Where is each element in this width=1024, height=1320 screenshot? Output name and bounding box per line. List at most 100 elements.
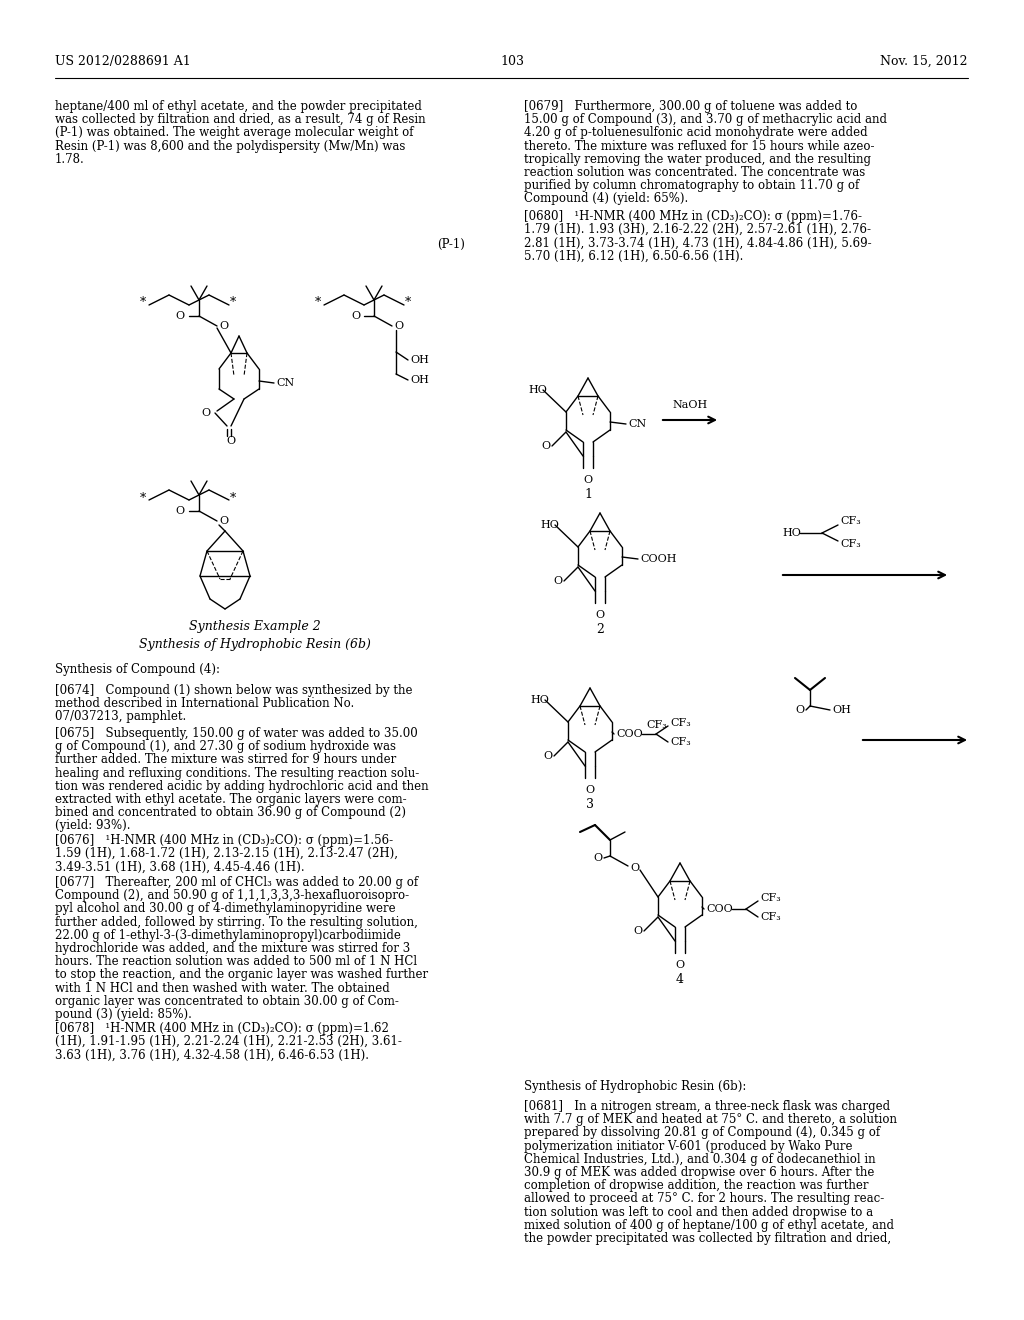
Text: CN: CN [628, 418, 646, 429]
Text: 1.78.: 1.78. [55, 153, 85, 166]
Text: OH: OH [410, 375, 429, 385]
Text: thereto. The mixture was refluxed for 15 hours while azeo-: thereto. The mixture was refluxed for 15… [524, 140, 874, 153]
Text: [0678]   ¹H-NMR (400 MHz in (CD₃)₂CO): σ (ppm)=1.62: [0678] ¹H-NMR (400 MHz in (CD₃)₂CO): σ (… [55, 1022, 389, 1035]
Text: 1: 1 [584, 488, 592, 502]
Text: O: O [595, 610, 604, 620]
Text: O: O [633, 927, 642, 936]
Text: 07/037213, pamphlet.: 07/037213, pamphlet. [55, 710, 186, 723]
Text: organic layer was concentrated to obtain 30.00 g of Com-: organic layer was concentrated to obtain… [55, 995, 399, 1007]
Text: (yield: 93%).: (yield: 93%). [55, 820, 130, 833]
Text: *: * [140, 297, 146, 309]
Text: CF₃: CF₃ [646, 719, 667, 730]
Text: O: O [219, 516, 228, 525]
Text: (1H), 1.91-1.95 (1H), 2.21-2.24 (1H), 2.21-2.53 (2H), 3.61-: (1H), 1.91-1.95 (1H), 2.21-2.24 (1H), 2.… [55, 1035, 401, 1048]
Text: 3.63 (1H), 3.76 (1H), 4.32-4.58 (1H), 6.46-6.53 (1H).: 3.63 (1H), 3.76 (1H), 4.32-4.58 (1H), 6.… [55, 1048, 369, 1061]
Text: CF₃: CF₃ [840, 539, 861, 549]
Text: COO: COO [616, 729, 643, 739]
Text: O: O [202, 408, 211, 418]
Text: US 2012/0288691 A1: US 2012/0288691 A1 [55, 55, 190, 69]
Text: purified by column chromatography to obtain 11.70 g of: purified by column chromatography to obt… [524, 180, 859, 193]
Text: the powder precipitated was collected by filtration and dried,: the powder precipitated was collected by… [524, 1232, 891, 1245]
Text: O: O [226, 436, 236, 446]
Text: Resin (P-1) was 8,600 and the polydispersity (Mw/Mn) was: Resin (P-1) was 8,600 and the polydisper… [55, 140, 406, 153]
Text: [0677]   Thereafter, 200 ml of CHCl₃ was added to 20.00 g of: [0677] Thereafter, 200 ml of CHCl₃ was a… [55, 876, 418, 888]
Text: 1.59 (1H), 1.68-1.72 (1H), 2.13-2.15 (1H), 2.13-2.47 (2H),: 1.59 (1H), 1.68-1.72 (1H), 2.13-2.15 (1H… [55, 847, 398, 861]
Text: [0679]   Furthermore, 300.00 g of toluene was added to: [0679] Furthermore, 300.00 g of toluene … [524, 100, 857, 114]
Text: tion was rendered acidic by adding hydrochloric acid and then: tion was rendered acidic by adding hydro… [55, 780, 429, 793]
Text: COO: COO [706, 904, 733, 913]
Text: polymerization initiator V-601 (produced by Wako Pure: polymerization initiator V-601 (produced… [524, 1139, 853, 1152]
Text: 2: 2 [596, 623, 604, 636]
Text: Synthesis of Hydrophobic Resin (6b):: Synthesis of Hydrophobic Resin (6b): [524, 1080, 746, 1093]
Text: HO: HO [528, 385, 547, 395]
Text: tropically removing the water produced, and the resulting: tropically removing the water produced, … [524, 153, 871, 166]
Text: extracted with ethyl acetate. The organic layers were com-: extracted with ethyl acetate. The organi… [55, 793, 407, 807]
Text: Nov. 15, 2012: Nov. 15, 2012 [881, 55, 968, 69]
Text: COOH: COOH [640, 554, 677, 564]
Text: *: * [140, 491, 146, 504]
Text: O: O [795, 705, 804, 715]
Text: O: O [543, 751, 552, 762]
Text: with 1 N HCl and then washed with water. The obtained: with 1 N HCl and then washed with water.… [55, 982, 390, 994]
Text: [0675]   Subsequently, 150.00 g of water was added to 35.00: [0675] Subsequently, 150.00 g of water w… [55, 727, 418, 741]
Text: heptane/400 ml of ethyl acetate, and the powder precipitated: heptane/400 ml of ethyl acetate, and the… [55, 100, 422, 114]
Text: further added, followed by stirring. To the resulting solution,: further added, followed by stirring. To … [55, 916, 418, 928]
Text: pyl alcohol and 30.00 g of 4-dimethylaminopyridine were: pyl alcohol and 30.00 g of 4-dimethylami… [55, 903, 395, 915]
Text: OH: OH [410, 355, 429, 366]
Text: 3.49-3.51 (1H), 3.68 (1H), 4.45-4.46 (1H).: 3.49-3.51 (1H), 3.68 (1H), 4.45-4.46 (1H… [55, 861, 304, 874]
Text: Compound (4) (yield: 65%).: Compound (4) (yield: 65%). [524, 193, 688, 206]
Text: O: O [584, 475, 593, 484]
Text: reaction solution was concentrated. The concentrate was: reaction solution was concentrated. The … [524, 166, 865, 180]
Text: *: * [314, 297, 322, 309]
Text: NaOH: NaOH [673, 400, 708, 411]
Text: prepared by dissolving 20.81 g of Compound (4), 0.345 g of: prepared by dissolving 20.81 g of Compou… [524, 1126, 880, 1139]
Text: Chemical Industries, Ltd.), and 0.304 g of dodecanethiol in: Chemical Industries, Ltd.), and 0.304 g … [524, 1152, 876, 1166]
Text: *: * [229, 297, 237, 309]
Text: method described in International Publication No.: method described in International Public… [55, 697, 354, 710]
Text: HO: HO [530, 696, 549, 705]
Text: bined and concentrated to obtain 36.90 g of Compound (2): bined and concentrated to obtain 36.90 g… [55, 807, 406, 820]
Text: was collected by filtration and dried, as a result, 74 g of Resin: was collected by filtration and dried, a… [55, 114, 426, 127]
Text: Synthesis of Compound (4):: Synthesis of Compound (4): [55, 663, 220, 676]
Text: to stop the reaction, and the organic layer was washed further: to stop the reaction, and the organic la… [55, 969, 428, 981]
Text: OH: OH [831, 705, 851, 715]
Text: 4.20 g of p-toluenesulfonic acid monohydrate were added: 4.20 g of p-toluenesulfonic acid monohyd… [524, 127, 867, 140]
Text: *: * [229, 491, 237, 504]
Text: CF₃: CF₃ [670, 737, 691, 747]
Text: allowed to proceed at 75° C. for 2 hours. The resulting reac-: allowed to proceed at 75° C. for 2 hours… [524, 1192, 885, 1205]
Text: [0674]   Compound (1) shown below was synthesized by the: [0674] Compound (1) shown below was synt… [55, 684, 413, 697]
Text: hydrochloride was added, and the mixture was stirred for 3: hydrochloride was added, and the mixture… [55, 942, 411, 954]
Text: further added. The mixture was stirred for 9 hours under: further added. The mixture was stirred f… [55, 754, 396, 767]
Text: Synthesis Example 2: Synthesis Example 2 [189, 620, 321, 634]
Text: O: O [553, 576, 562, 586]
Text: [0681]   In a nitrogen stream, a three-neck flask was charged: [0681] In a nitrogen stream, a three-nec… [524, 1100, 890, 1113]
Text: 4: 4 [676, 973, 684, 986]
Text: 15.00 g of Compound (3), and 3.70 g of methacrylic acid and: 15.00 g of Compound (3), and 3.70 g of m… [524, 114, 887, 127]
Text: (P-1) was obtained. The weight average molecular weight of: (P-1) was obtained. The weight average m… [55, 127, 414, 140]
Text: O: O [541, 441, 550, 451]
Text: O: O [176, 506, 185, 516]
Text: CF₃: CF₃ [760, 912, 780, 921]
Text: mixed solution of 400 g of heptane/100 g of ethyl acetate, and: mixed solution of 400 g of heptane/100 g… [524, 1218, 894, 1232]
Text: pound (3) (yield: 85%).: pound (3) (yield: 85%). [55, 1008, 191, 1020]
Text: O: O [219, 321, 228, 331]
Text: 5.70 (1H), 6.12 (1H), 6.50-6.56 (1H).: 5.70 (1H), 6.12 (1H), 6.50-6.56 (1H). [524, 249, 743, 263]
Text: (P-1): (P-1) [437, 238, 465, 251]
Text: O: O [586, 785, 595, 795]
Text: HO: HO [540, 520, 559, 531]
Text: [0676]   ¹H-NMR (400 MHz in (CD₃)₂CO): σ (ppm)=1.56-: [0676] ¹H-NMR (400 MHz in (CD₃)₂CO): σ (… [55, 834, 393, 847]
Text: g of Compound (1), and 27.30 g of sodium hydroxide was: g of Compound (1), and 27.30 g of sodium… [55, 741, 396, 754]
Text: completion of dropwise addition, the reaction was further: completion of dropwise addition, the rea… [524, 1179, 868, 1192]
Text: hours. The reaction solution was added to 500 ml of 1 N HCl: hours. The reaction solution was added t… [55, 956, 417, 968]
Text: *: * [404, 297, 411, 309]
Text: 2.81 (1H), 3.73-3.74 (1H), 4.73 (1H), 4.84-4.86 (1H), 5.69-: 2.81 (1H), 3.73-3.74 (1H), 4.73 (1H), 4.… [524, 236, 871, 249]
Text: O: O [176, 312, 185, 321]
Text: Synthesis of Hydrophobic Resin (6b): Synthesis of Hydrophobic Resin (6b) [139, 638, 371, 651]
Text: O: O [394, 321, 403, 331]
Text: 3: 3 [586, 799, 594, 810]
Text: CF₃: CF₃ [670, 718, 691, 729]
Text: O: O [676, 960, 685, 970]
Text: CF₃: CF₃ [840, 516, 861, 525]
Text: with 7.7 g of MEK and heated at 75° C. and thereto, a solution: with 7.7 g of MEK and heated at 75° C. a… [524, 1113, 897, 1126]
Text: tion solution was left to cool and then added dropwise to a: tion solution was left to cool and then … [524, 1205, 873, 1218]
